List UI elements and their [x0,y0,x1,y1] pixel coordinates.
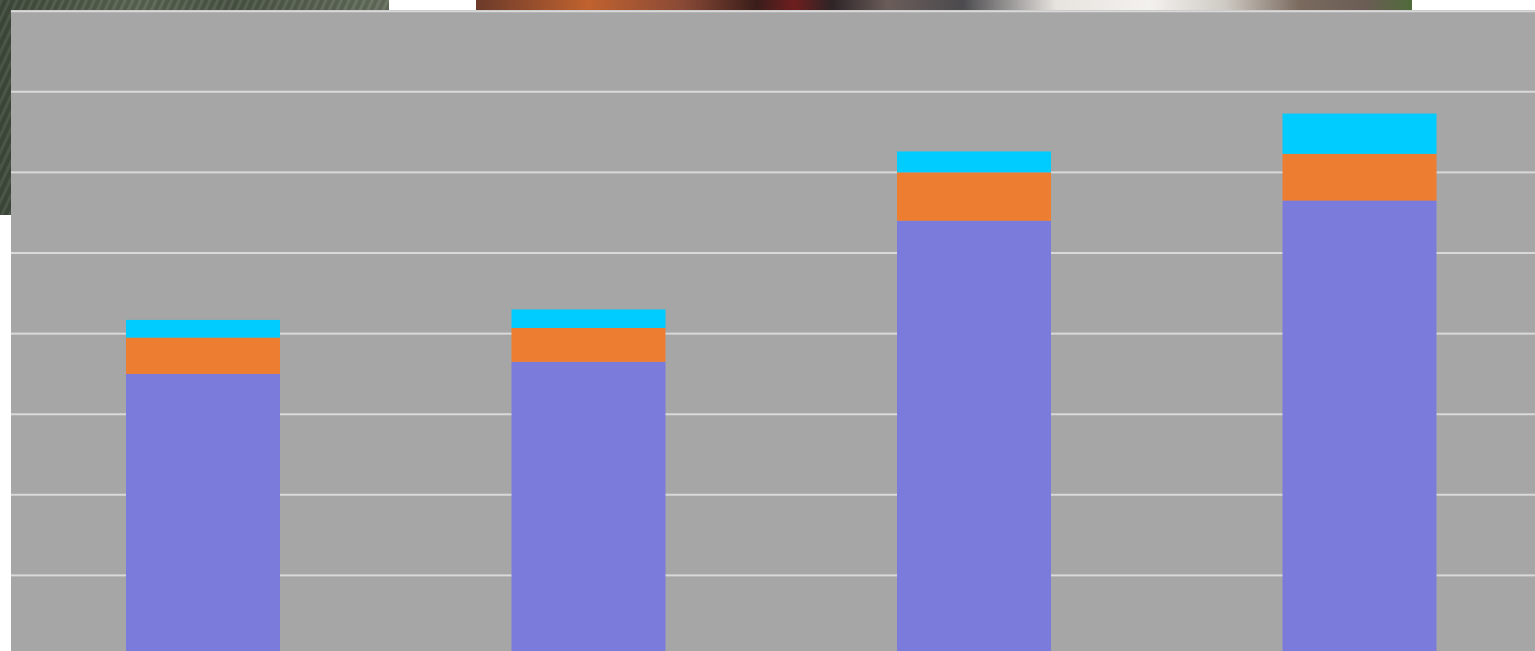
bar-3-segment-2 [897,172,1051,221]
bar-2-segment-2 [511,327,666,362]
bar-3-segment-3 [897,151,1051,173]
bar-4-segment-3 [1282,113,1437,154]
bar-4-segment-1 [1282,200,1437,651]
background-photo-strip [476,0,1412,12]
bar-2-segment-1 [511,361,666,651]
bar-2-segment-3 [511,309,666,328]
bar-4-segment-2 [1282,153,1437,201]
bar-1-segment-2 [126,337,280,374]
bars [126,113,1437,651]
bar-1-segment-3 [126,319,280,338]
bar-1-segment-1 [126,373,280,651]
bar-3-segment-1 [897,220,1051,651]
